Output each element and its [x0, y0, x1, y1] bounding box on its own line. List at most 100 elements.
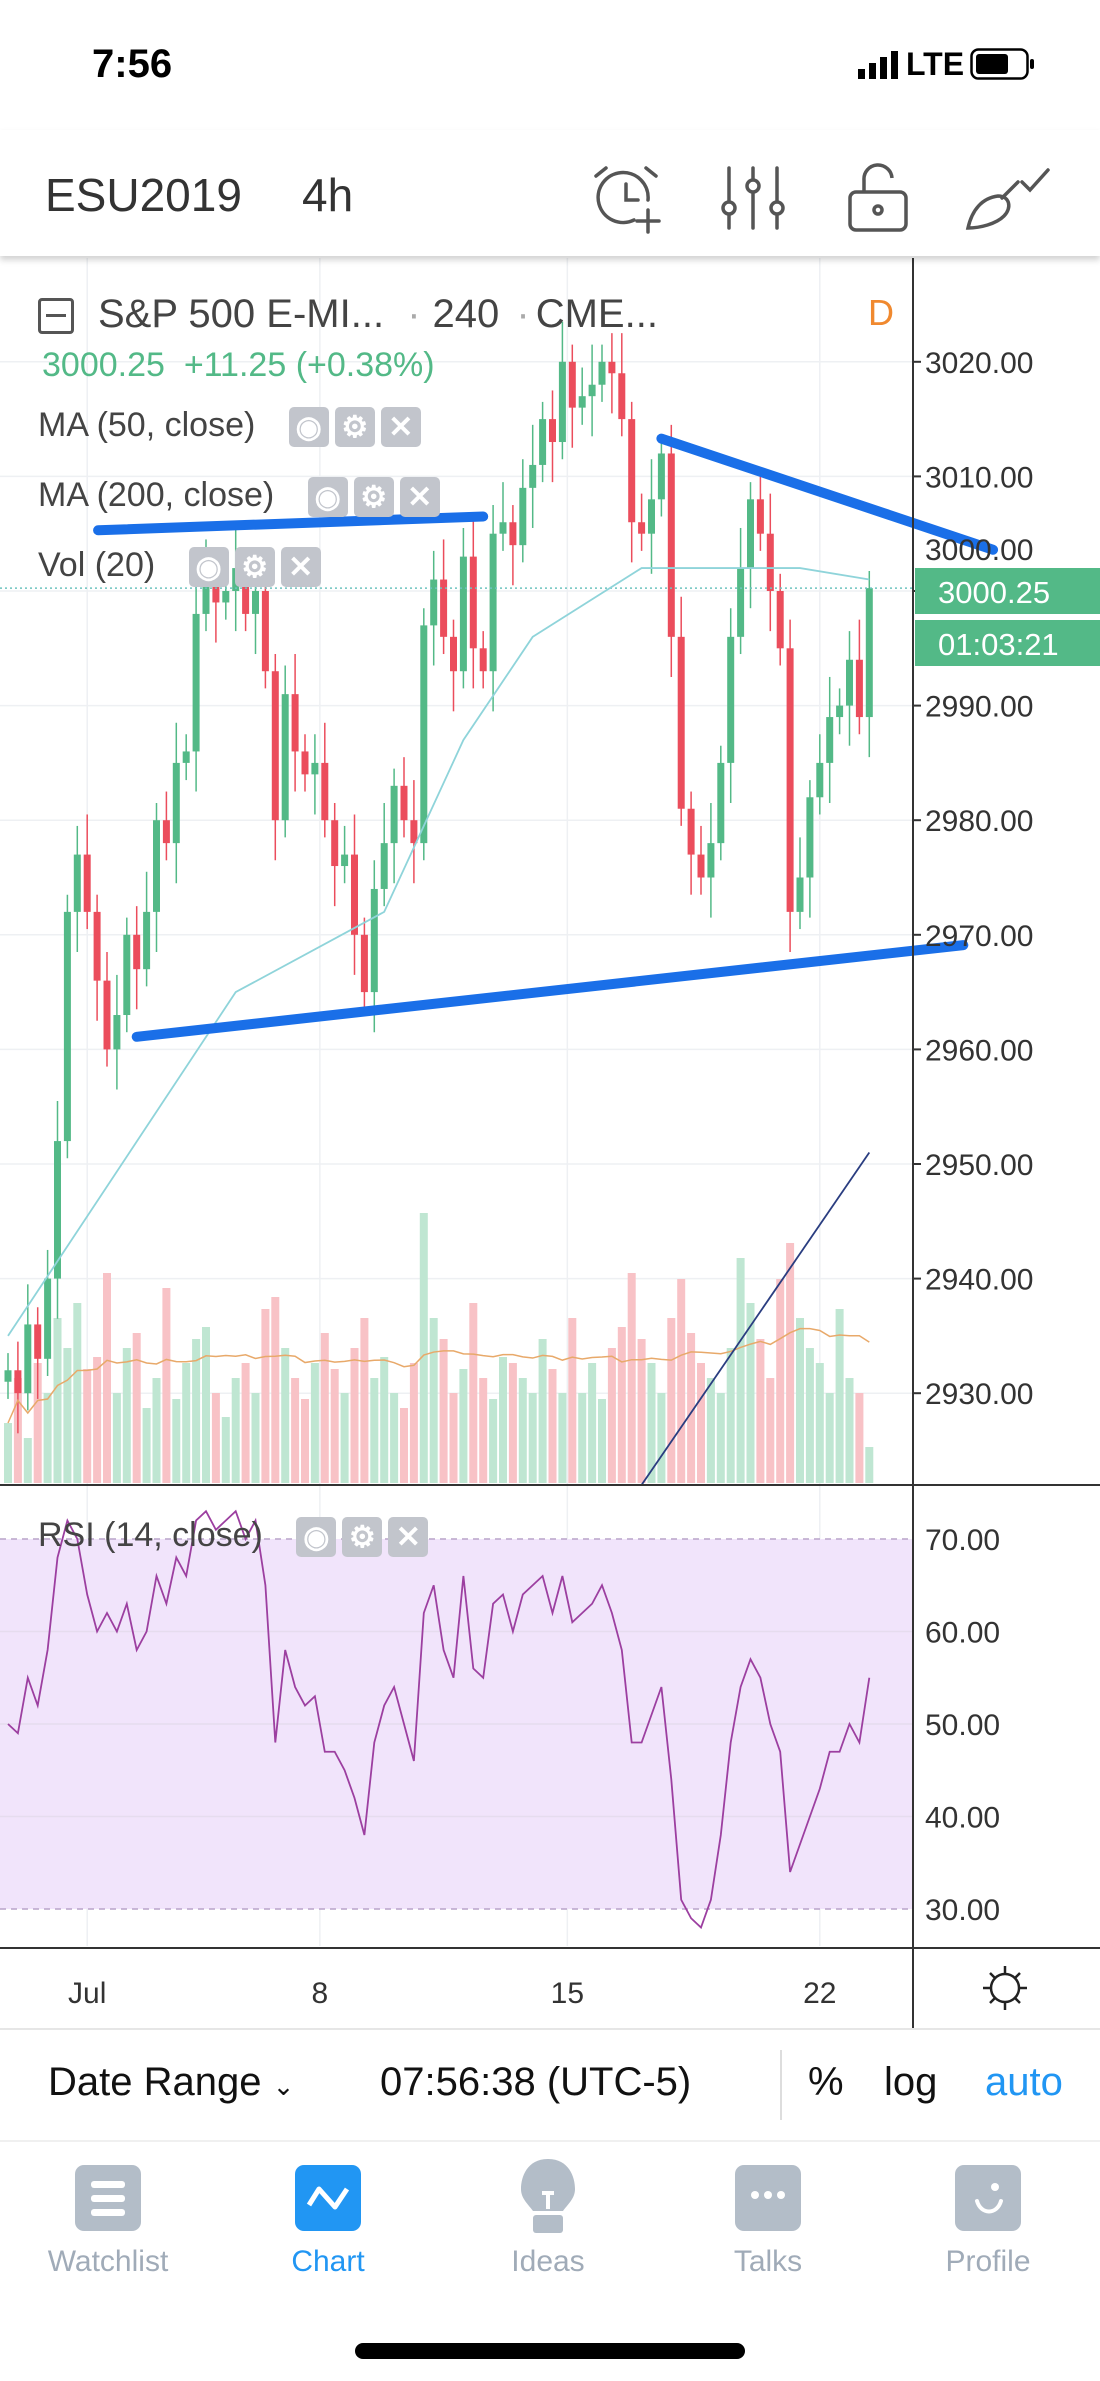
- volume-bar: [83, 1369, 92, 1483]
- candle-body: [469, 556, 477, 649]
- percent-scale-button[interactable]: %: [808, 2060, 844, 2104]
- price-tags: 3000.25 01:03:21: [915, 568, 1100, 666]
- time-axis[interactable]: Jul 8 15 22: [68, 1977, 836, 2010]
- close-icon[interactable]: ✕: [388, 1517, 429, 1558]
- price-tick-label: 2950.00: [925, 1149, 1033, 1182]
- visibility-eye-icon[interactable]: ◉: [307, 477, 348, 518]
- volume-bar: [528, 1393, 537, 1483]
- candle-body: [450, 636, 457, 672]
- close-icon[interactable]: ✕: [399, 477, 440, 518]
- trendline-drawing[interactable]: [656, 433, 999, 555]
- candle-body: [756, 499, 764, 534]
- indicator-label: RSI (14, close): [38, 1516, 263, 1554]
- session-badge: D: [868, 292, 894, 333]
- settings-icon[interactable]: [983, 1966, 1027, 2010]
- date-range-dropdown[interactable]: Date Range ⌄: [48, 2060, 294, 2105]
- candle-body: [648, 499, 655, 534]
- candle-body: [667, 453, 675, 637]
- chart-canvas[interactable]: 3020.00 3010.00 3000.00 2990.00 2980.00 2970.…: [0, 0, 1100, 2030]
- interval-button[interactable]: 4h: [302, 169, 354, 221]
- candle-body: [281, 694, 289, 821]
- volume-bar: [736, 1258, 745, 1483]
- price-axis[interactable]: 3020.00 3010.00 3000.00 2990.00 2980.00 2970.…: [913, 347, 1033, 1411]
- alarm-add-icon[interactable]: [588, 160, 664, 236]
- candle-body: [479, 648, 487, 672]
- volume-bar: [122, 1348, 131, 1483]
- candle-body: [865, 588, 873, 718]
- battery-icon: [970, 48, 1035, 80]
- volume-bar: [667, 1318, 676, 1483]
- close-icon[interactable]: ✕: [280, 547, 321, 588]
- drawing-brush-icon[interactable]: [962, 160, 1052, 236]
- candle-body: [291, 694, 299, 752]
- candle-body: [103, 980, 111, 1050]
- candle-body: [499, 522, 507, 534]
- indicator-lines: [0, 567, 912, 1484]
- candle-body: [459, 556, 467, 672]
- legend-exchange: CME...: [535, 292, 658, 336]
- volume-ma-line: [7, 1327, 870, 1424]
- tab-bar: Watchlist Chart Ideas Talks Profile: [0, 2140, 1100, 2300]
- volume-bar: [588, 1363, 597, 1483]
- volume-bar: [142, 1408, 151, 1483]
- close-icon[interactable]: ✕: [380, 407, 421, 448]
- candle-body: [83, 854, 91, 912]
- price-change-legend: 3000.25 +11.25 (+0.38%): [42, 346, 435, 385]
- candle-body: [558, 361, 566, 443]
- volume-bar: [162, 1288, 171, 1483]
- gear-icon[interactable]: ⚙: [342, 1517, 383, 1558]
- candle-body: [509, 522, 517, 546]
- visibility-eye-icon[interactable]: ◉: [188, 547, 229, 588]
- candle-body: [34, 1324, 42, 1359]
- volume-bar: [479, 1378, 488, 1483]
- gear-icon[interactable]: ⚙: [234, 547, 275, 588]
- tab-talks[interactable]: Talks: [688, 2165, 848, 2279]
- candle-body: [578, 396, 586, 408]
- tab-watchlist[interactable]: Watchlist: [28, 2165, 188, 2279]
- volume-bar: [301, 1399, 309, 1483]
- volume-bar: [489, 1399, 498, 1483]
- volume-bar: [409, 1363, 418, 1483]
- indicators-icon[interactable]: [715, 160, 791, 236]
- candle-body: [608, 361, 616, 374]
- user-trendlines[interactable]: [93, 433, 999, 1042]
- volume-bar: [766, 1378, 775, 1483]
- timezone-clock[interactable]: 07:56:38 (UTC-5): [380, 2060, 692, 2104]
- candle-body: [301, 751, 309, 775]
- axes: [0, 258, 1100, 2028]
- gear-icon[interactable]: ⚙: [334, 407, 375, 448]
- tab-profile[interactable]: Profile: [908, 2165, 1068, 2279]
- visibility-eye-icon[interactable]: ◉: [288, 407, 329, 448]
- chat-bubble-icon: [735, 2165, 801, 2231]
- gear-icon[interactable]: ⚙: [353, 477, 394, 518]
- log-scale-button[interactable]: log: [884, 2060, 938, 2104]
- candle-body: [341, 854, 349, 867]
- collapse-legend-button[interactable]: [38, 298, 74, 335]
- auto-scale-button[interactable]: auto: [985, 2060, 1063, 2104]
- candle-body: [351, 854, 358, 935]
- candle-body: [331, 820, 339, 867]
- candle-body: [202, 579, 210, 614]
- trendline-drawing[interactable]: [131, 940, 969, 1042]
- volume-bar: [310, 1363, 319, 1483]
- volume-bar: [578, 1393, 587, 1483]
- volume-bar: [172, 1399, 181, 1483]
- last-price: 3000.25: [42, 346, 165, 384]
- status-time: 7:56: [92, 42, 173, 86]
- visibility-eye-icon[interactable]: ◉: [296, 1517, 337, 1558]
- volume-bar: [677, 1279, 686, 1483]
- volume-bar: [202, 1327, 210, 1483]
- volume-bar: [746, 1303, 755, 1483]
- candle-body: [380, 843, 388, 889]
- symbol-button[interactable]: ESU2019: [45, 169, 242, 221]
- candle-body: [182, 751, 190, 763]
- trendline-drawing[interactable]: [93, 511, 489, 536]
- rsi-axis[interactable]: 70.00 60.00 50.00 40.00 30.00: [925, 1524, 1000, 1927]
- tab-ideas[interactable]: Ideas: [468, 2159, 628, 2279]
- unlock-icon[interactable]: [840, 160, 916, 236]
- volume-bar: [776, 1279, 785, 1483]
- price-tick-label: 2990.00: [925, 691, 1033, 724]
- tab-chart[interactable]: Chart: [248, 2165, 408, 2279]
- volume-bar: [112, 1393, 121, 1483]
- candle-body: [836, 705, 844, 718]
